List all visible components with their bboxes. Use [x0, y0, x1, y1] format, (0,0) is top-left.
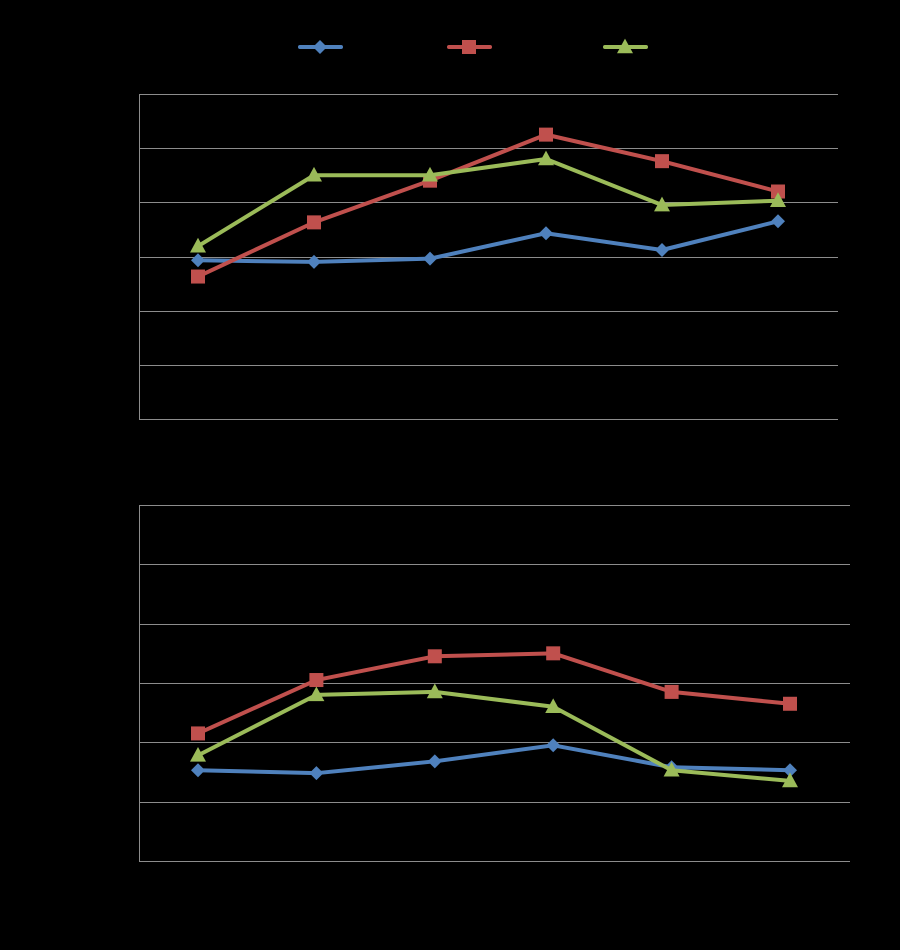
legend-marker-diamond — [313, 40, 327, 54]
data-point-diamond — [191, 253, 205, 268]
data-point-triangle — [426, 683, 443, 699]
series-line-triangle — [196, 689, 792, 783]
data-point-diamond — [539, 226, 553, 241]
data-point-square — [539, 127, 553, 142]
series-line-triangle — [196, 157, 780, 249]
data-point-diamond — [423, 251, 437, 266]
data-point-triangle — [306, 166, 322, 182]
data-point-triangle — [663, 761, 680, 777]
data-point-diamond — [307, 254, 321, 269]
data-point-diamond — [655, 243, 669, 257]
data-point-square — [664, 684, 679, 699]
data-point-triangle — [190, 237, 206, 253]
data-point-triangle — [770, 192, 786, 208]
data-point-square — [655, 154, 669, 169]
data-point-square — [783, 696, 797, 711]
bottom-chart — [139, 505, 850, 862]
data-point-diamond — [427, 754, 442, 769]
data-point-diamond — [771, 214, 785, 229]
data-point-square — [771, 184, 785, 199]
data-point-square — [427, 649, 442, 664]
top-chart — [139, 94, 838, 420]
series-line-square — [196, 132, 780, 279]
data-point-triangle — [422, 166, 438, 182]
data-point-square — [191, 269, 205, 284]
series-line-square — [196, 651, 792, 736]
legend-marker-square — [462, 40, 476, 54]
data-point-triangle — [545, 698, 562, 714]
data-point-triangle — [190, 746, 206, 762]
data-point-diamond — [309, 766, 324, 781]
data-point-triangle — [308, 686, 325, 702]
data-point-diamond — [546, 738, 561, 753]
series-line-diamond — [196, 743, 792, 776]
data-point-square — [307, 215, 321, 230]
data-point-square — [191, 726, 205, 741]
data-point-diamond — [191, 763, 205, 778]
data-point-triangle — [654, 196, 670, 212]
legend-marker-triangle — [617, 38, 633, 54]
legend — [298, 38, 648, 54]
data-point-square — [546, 646, 561, 661]
series-line-diamond — [196, 219, 780, 264]
data-point-triangle — [782, 772, 798, 788]
data-point-square — [309, 673, 324, 688]
data-point-diamond — [783, 763, 797, 778]
data-point-triangle — [538, 150, 554, 166]
